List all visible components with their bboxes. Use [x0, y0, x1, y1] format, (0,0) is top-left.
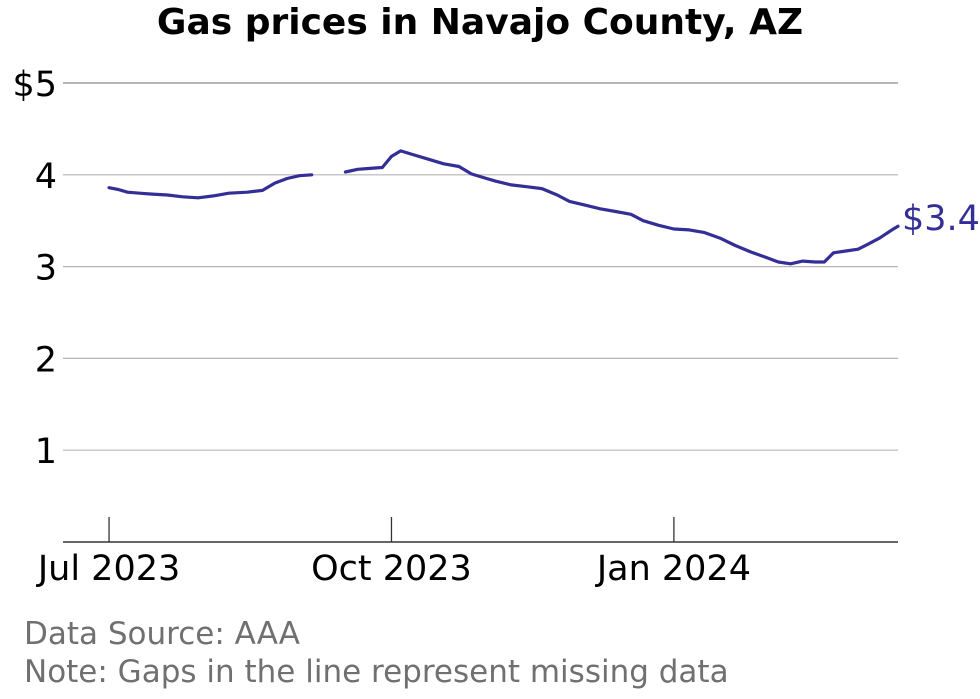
x-tick-label-1: Oct 2023	[311, 549, 472, 589]
y-axis-labels: 1 2 3 4 $5	[12, 65, 57, 472]
y-tick-label-2: 2	[35, 340, 57, 380]
price-series	[107, 149, 900, 266]
x-axis-labels: Jul 2023 Oct 2023 Jan 2024	[36, 549, 751, 589]
y-tick-label-1: 1	[35, 432, 57, 472]
price-line-segment-2	[343, 149, 900, 266]
end-value-label: $3.44	[902, 199, 980, 239]
data-source-note: Data Source: AAA	[24, 616, 300, 652]
missing-data-note: Note: Gaps in the line represent missing…	[24, 654, 729, 690]
line-chart: 1 2 3 4 $5 Jul 2023 Oct 2023 Jan 2024 $3.44	[12, 65, 980, 589]
y-tick-label-3: 3	[35, 249, 57, 289]
x-tick-label-2: Jan 2024	[595, 549, 751, 589]
chart-title: Gas prices in Navajo County, AZ	[156, 2, 804, 43]
price-line-segment-1	[107, 173, 314, 200]
y-tick-label-4: 4	[35, 157, 57, 197]
x-tick-label-0: Jul 2023	[36, 549, 180, 589]
y-tick-label-5: $5	[12, 65, 57, 105]
x-axis	[63, 517, 898, 543]
gridlines	[63, 82, 898, 451]
